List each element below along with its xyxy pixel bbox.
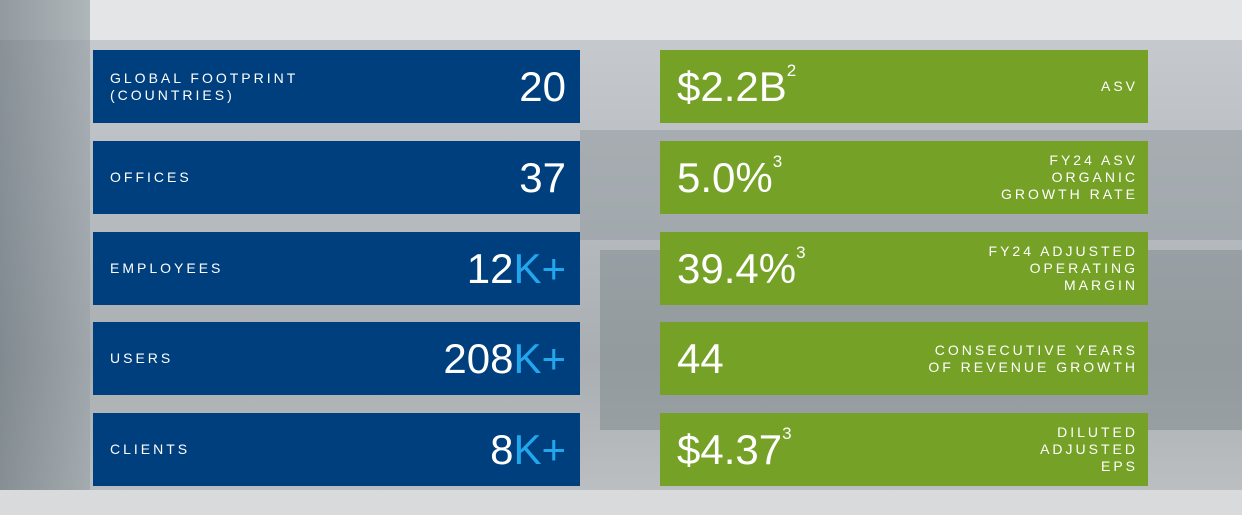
label-line: OPERATING xyxy=(989,260,1138,277)
card-value: 20 xyxy=(519,63,566,111)
right-card: $2.2B2 ASV xyxy=(660,50,1148,123)
value-number: 39.4% xyxy=(677,245,796,292)
label-line: ADJUSTED xyxy=(1040,441,1138,458)
background-building xyxy=(0,0,1242,40)
background-floor xyxy=(0,490,1242,515)
label-line: FY24 ADJUSTED xyxy=(989,243,1138,260)
label-line: (COUNTRIES) xyxy=(110,87,298,104)
label-line: ORGANIC xyxy=(1001,169,1138,186)
footnote: 3 xyxy=(782,424,791,443)
left-card: USERS 208K+ xyxy=(93,322,580,395)
label-line: GLOBAL FOOTPRINT xyxy=(110,70,298,87)
value-suffix: K+ xyxy=(513,335,566,382)
card-label: CLIENTS xyxy=(110,441,190,458)
left-card: GLOBAL FOOTPRINT(COUNTRIES) 20 xyxy=(93,50,580,123)
card-label: ASV xyxy=(1101,78,1138,95)
value-number: 208 xyxy=(443,335,513,382)
label-line: OFFICES xyxy=(110,169,192,186)
label-line: OF REVENUE GROWTH xyxy=(928,359,1138,376)
card-value: 5.0%3 xyxy=(677,154,782,202)
value-suffix: K+ xyxy=(513,426,566,473)
label-line: USERS xyxy=(110,350,173,367)
card-value: $4.373 xyxy=(677,426,792,474)
footnote: 3 xyxy=(796,243,805,262)
label-line: EPS xyxy=(1040,458,1138,475)
value-number: 12 xyxy=(467,245,514,292)
label-line: ASV xyxy=(1101,78,1138,95)
value-number: $4.37 xyxy=(677,426,782,473)
label-line: DILUTED xyxy=(1040,424,1138,441)
value-number: 37 xyxy=(519,154,566,201)
label-line: CONSECUTIVE YEARS xyxy=(928,342,1138,359)
left-card: OFFICES 37 xyxy=(93,141,580,214)
card-value: 12K+ xyxy=(467,245,566,293)
slide: GLOBAL FOOTPRINT(COUNTRIES) 20 OFFICES 37 EM… xyxy=(0,0,1242,515)
left-card: EMPLOYEES 12K+ xyxy=(93,232,580,305)
value-number: $2.2B xyxy=(677,63,787,110)
background-building xyxy=(0,0,90,515)
value-number: 8 xyxy=(490,426,513,473)
label-line: MARGIN xyxy=(989,277,1138,294)
card-value: 8K+ xyxy=(490,426,566,474)
label-line: CLIENTS xyxy=(110,441,190,458)
card-label: GLOBAL FOOTPRINT(COUNTRIES) xyxy=(110,70,298,104)
card-label: USERS xyxy=(110,350,173,367)
left-card: CLIENTS 8K+ xyxy=(93,413,580,486)
value-number: 20 xyxy=(519,63,566,110)
value-suffix: K+ xyxy=(513,245,566,292)
label-line: FY24 ASV xyxy=(1001,152,1138,169)
card-value: 39.4%3 xyxy=(677,245,806,293)
value-number: 5.0% xyxy=(677,154,773,201)
footnote: 2 xyxy=(787,61,796,80)
label-line: GROWTH RATE xyxy=(1001,186,1138,203)
card-value: 37 xyxy=(519,154,566,202)
value-number: 44 xyxy=(677,335,724,382)
card-value: $2.2B2 xyxy=(677,63,796,111)
footnote: 3 xyxy=(773,152,782,171)
label-line: EMPLOYEES xyxy=(110,260,223,277)
card-label: OFFICES xyxy=(110,169,192,186)
card-label: EMPLOYEES xyxy=(110,260,223,277)
card-value: 44 xyxy=(677,335,724,383)
card-value: 208K+ xyxy=(443,335,566,383)
